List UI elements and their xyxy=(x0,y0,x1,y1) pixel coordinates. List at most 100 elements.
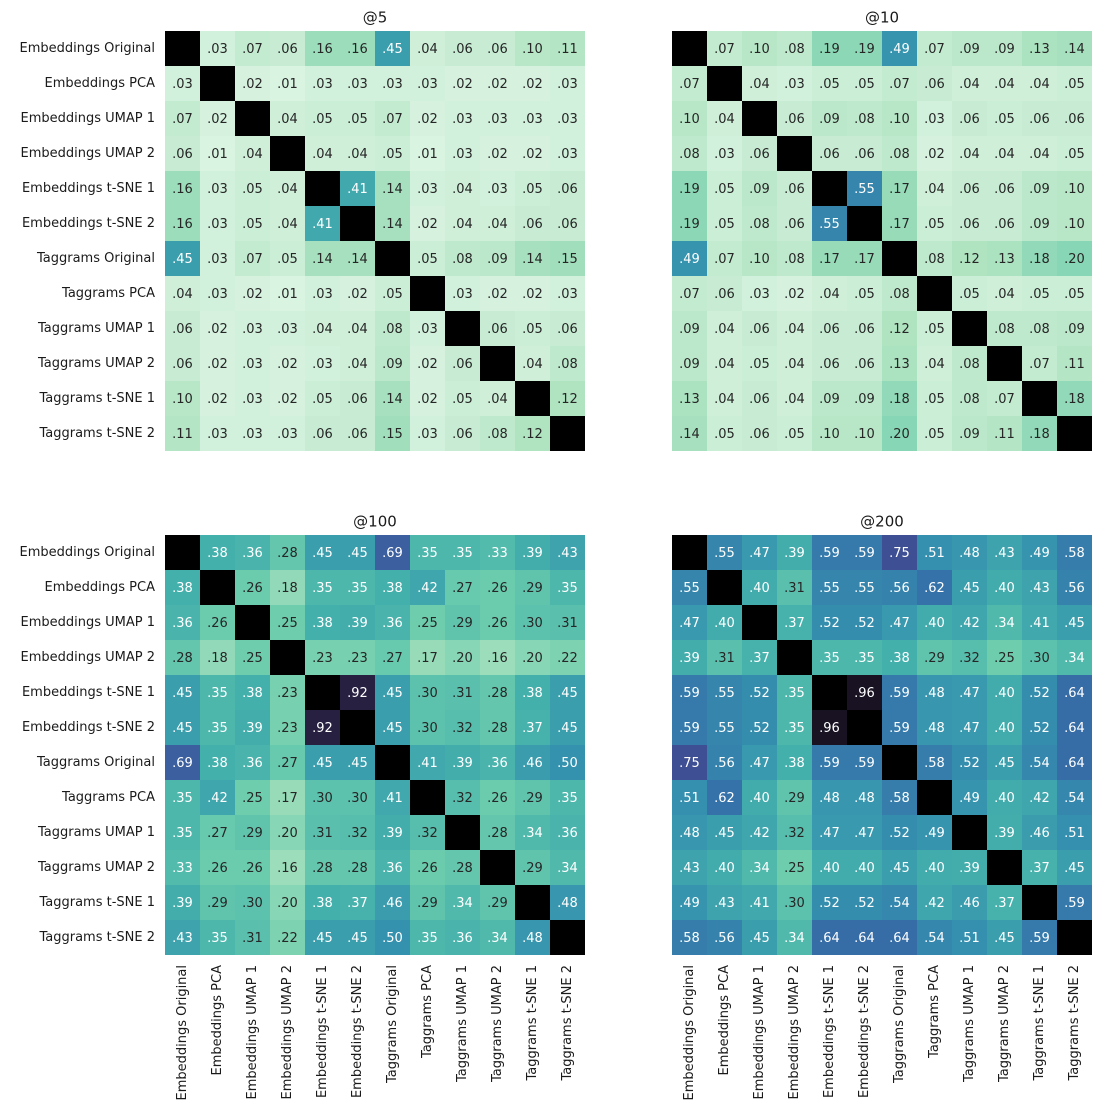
heatmap-cell xyxy=(917,710,952,745)
cell-label: .29 xyxy=(522,861,543,876)
heatmap-cell xyxy=(515,570,550,605)
heatmap-cell xyxy=(165,171,200,206)
cell-label: .55 xyxy=(714,721,735,736)
cell-label: .54 xyxy=(1029,756,1050,771)
cell-label: .45 xyxy=(889,861,910,876)
cell-label: .04 xyxy=(994,77,1015,92)
cell-label: .08 xyxy=(1029,322,1050,337)
heatmap-cell xyxy=(1022,675,1057,710)
heatmap-cell xyxy=(480,675,515,710)
cell-label: .35 xyxy=(784,721,805,736)
heatmap-cell xyxy=(812,241,847,276)
diagonal-cell xyxy=(952,311,987,346)
cell-label: .04 xyxy=(924,357,945,372)
diagonal-cell xyxy=(742,101,777,136)
heatmap-cell xyxy=(917,850,952,885)
heatmap-cell xyxy=(882,206,917,241)
cell-label: .45 xyxy=(994,756,1015,771)
cell-label: .14 xyxy=(522,252,543,267)
heatmap-cell xyxy=(777,710,812,745)
heatmap-cell xyxy=(952,276,987,311)
heatmap-cell xyxy=(847,745,882,780)
heatmap-cell xyxy=(952,206,987,241)
x-tick-label: Embeddings UMAP 2 xyxy=(280,965,295,1100)
diagonal-cell xyxy=(812,171,847,206)
heatmap-cell xyxy=(550,815,585,850)
cell-label: .08 xyxy=(784,252,805,267)
cell-label: .03 xyxy=(207,252,228,267)
heatmap-cell xyxy=(165,570,200,605)
cell-label: .52 xyxy=(749,686,770,701)
heatmap-cell xyxy=(847,346,882,381)
diagonal-cell xyxy=(952,815,987,850)
heatmap-cell xyxy=(672,780,707,815)
diagonal-cell xyxy=(672,31,707,66)
heatmap-cell xyxy=(672,710,707,745)
heatmap-cell xyxy=(707,381,742,416)
heatmap-cell xyxy=(812,136,847,171)
heatmap-cell xyxy=(742,815,777,850)
cell-label: .59 xyxy=(889,686,910,701)
heatmap-cell xyxy=(305,416,340,451)
diagonal-cell xyxy=(812,675,847,710)
cell-label: .03 xyxy=(487,112,508,127)
cell-label: .04 xyxy=(784,322,805,337)
heatmap-cell xyxy=(847,920,882,955)
cell-label: .03 xyxy=(207,287,228,302)
heatmap-cell xyxy=(847,136,882,171)
cell-label: .04 xyxy=(452,182,473,197)
y-tick-label: Taggrams t-SNE 1 xyxy=(38,895,155,910)
diagonal-cell xyxy=(305,675,340,710)
cell-label: .52 xyxy=(889,826,910,841)
y-tick-label: Taggrams UMAP 2 xyxy=(37,860,155,875)
cell-label: .01 xyxy=(207,147,228,162)
cell-label: .20 xyxy=(277,826,298,841)
heatmap-cell xyxy=(1022,416,1057,451)
cell-label: .18 xyxy=(889,392,910,407)
heatmap-cell xyxy=(707,850,742,885)
heatmap-cell xyxy=(445,850,480,885)
heatmap-cell xyxy=(375,66,410,101)
heatmap-cell xyxy=(917,535,952,570)
diagonal-cell xyxy=(1022,885,1057,920)
heatmap-cell xyxy=(235,850,270,885)
cell-label: .01 xyxy=(277,77,298,92)
cell-label: .06 xyxy=(172,357,193,372)
heatmap-cell xyxy=(515,66,550,101)
heatmap-cell xyxy=(777,745,812,780)
cell-label: .47 xyxy=(889,616,910,631)
heatmap-cell xyxy=(305,920,340,955)
y-tick-label: Embeddings UMAP 1 xyxy=(20,615,155,630)
heatmap-cell xyxy=(515,675,550,710)
cell-label: .08 xyxy=(784,42,805,57)
cell-label: .17 xyxy=(417,651,438,666)
heatmap-cell xyxy=(445,885,480,920)
cell-label: .06 xyxy=(784,182,805,197)
heatmap-cell xyxy=(812,31,847,66)
heatmap-cell xyxy=(812,570,847,605)
heatmap-cell xyxy=(410,815,445,850)
cell-label: .40 xyxy=(749,791,770,806)
cell-label: .03 xyxy=(557,77,578,92)
heatmap-cell xyxy=(1057,850,1092,885)
heatmap-cell xyxy=(550,675,585,710)
y-tick-label: Taggrams UMAP 1 xyxy=(37,321,155,336)
heatmap-cell xyxy=(375,101,410,136)
heatmap-cell xyxy=(987,101,1022,136)
heatmap-cell xyxy=(777,31,812,66)
heatmap-cell xyxy=(340,311,375,346)
cell-label: .69 xyxy=(382,546,403,561)
heatmap-cell xyxy=(270,710,305,745)
heatmap-cell xyxy=(847,66,882,101)
heatmap-cell xyxy=(952,605,987,640)
heatmap-cell xyxy=(235,31,270,66)
cell-label: .36 xyxy=(487,756,508,771)
cell-label: .15 xyxy=(557,252,578,267)
cell-label: .09 xyxy=(819,112,840,127)
heatmap-cell xyxy=(707,640,742,675)
heatmap-cell xyxy=(305,346,340,381)
heatmap-cell xyxy=(480,416,515,451)
diagonal-cell xyxy=(480,346,515,381)
heatmap-cell xyxy=(340,416,375,451)
heatmap-cell xyxy=(952,920,987,955)
